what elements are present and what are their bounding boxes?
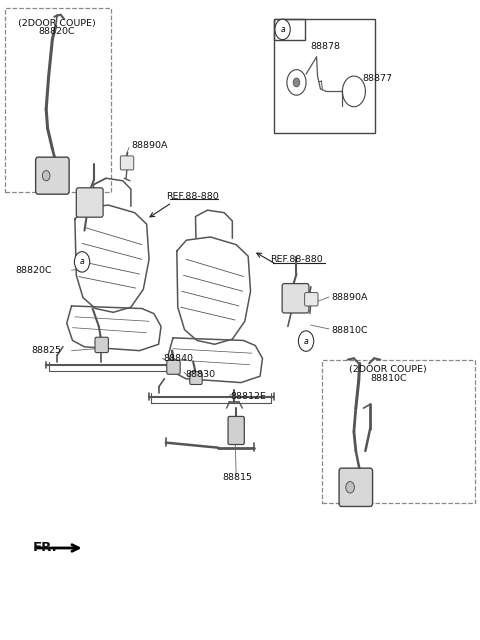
FancyBboxPatch shape [120, 156, 134, 170]
FancyBboxPatch shape [95, 337, 108, 353]
Text: (2DOOR COUPE): (2DOOR COUPE) [18, 19, 96, 28]
FancyBboxPatch shape [305, 292, 318, 306]
Bar [275, 19, 305, 40]
Text: REF.88-880: REF.88-880 [166, 191, 218, 200]
Text: (2DOOR COUPE): (2DOOR COUPE) [349, 365, 427, 374]
Text: 88810C: 88810C [331, 326, 368, 335]
Circle shape [293, 78, 300, 87]
FancyBboxPatch shape [76, 188, 103, 217]
Text: 88825: 88825 [32, 346, 62, 355]
Text: 88890A: 88890A [331, 293, 367, 302]
Text: FR.: FR. [33, 541, 58, 554]
Circle shape [275, 19, 290, 40]
FancyBboxPatch shape [282, 284, 309, 313]
Text: 88820C: 88820C [15, 266, 52, 275]
Text: 88820C: 88820C [39, 27, 75, 36]
FancyBboxPatch shape [167, 360, 180, 374]
Text: 88877: 88877 [362, 74, 392, 83]
FancyBboxPatch shape [36, 157, 69, 194]
Circle shape [74, 252, 90, 272]
Text: 88812E: 88812E [230, 392, 266, 401]
Circle shape [299, 331, 314, 351]
Text: 88810C: 88810C [370, 374, 407, 383]
Text: a: a [80, 257, 84, 266]
Bar [4, 8, 111, 192]
Text: 88840: 88840 [163, 354, 193, 363]
Bar [323, 360, 475, 503]
Text: a: a [304, 337, 308, 346]
Bar [275, 19, 375, 133]
FancyBboxPatch shape [339, 468, 372, 506]
Text: REF.88-880: REF.88-880 [270, 255, 323, 264]
Text: 88830: 88830 [185, 370, 215, 379]
Circle shape [42, 171, 50, 180]
Text: 88815: 88815 [223, 473, 252, 482]
Text: 88890A: 88890A [131, 141, 168, 150]
FancyBboxPatch shape [228, 417, 244, 445]
Text: a: a [280, 25, 285, 34]
Text: 88878: 88878 [311, 42, 341, 51]
Circle shape [346, 481, 354, 493]
FancyBboxPatch shape [190, 372, 202, 385]
